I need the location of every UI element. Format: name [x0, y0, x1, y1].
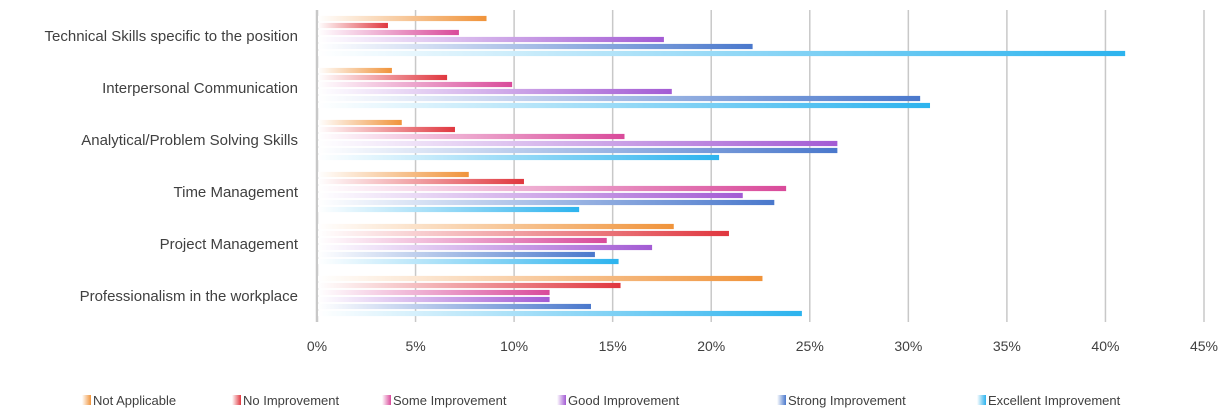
bar — [318, 258, 619, 265]
category-label: Interpersonal Communication — [102, 80, 298, 97]
gridlines — [315, 10, 1205, 322]
bar — [318, 244, 653, 251]
legend: Not Applicable No Improvement Some Improve… — [82, 393, 1121, 408]
legend-swatch — [82, 395, 91, 405]
bar — [318, 303, 591, 310]
bar — [318, 74, 448, 81]
bar — [318, 67, 392, 74]
bar — [318, 36, 664, 43]
x-tick-label: 45% — [1190, 338, 1218, 354]
category-labels: Technical Skills specific to the positio… — [45, 28, 299, 305]
bar — [318, 147, 838, 154]
x-tick-label: 5% — [405, 338, 425, 354]
bar — [318, 275, 763, 282]
bar — [318, 185, 787, 192]
bar — [318, 199, 775, 206]
bar — [318, 178, 524, 185]
bar — [318, 296, 550, 303]
legend-item: Some Improvement — [382, 393, 507, 408]
x-tick-label: 0% — [307, 338, 327, 354]
legend-label: Excellent Improvement — [988, 393, 1121, 408]
legend-label: Strong Improvement — [788, 393, 906, 408]
bar — [318, 289, 550, 296]
legend-item: Not Applicable — [82, 393, 176, 408]
bar — [318, 237, 607, 244]
category-label: Project Management — [160, 236, 299, 253]
legend-swatch — [232, 395, 241, 405]
x-tick-label: 15% — [599, 338, 627, 354]
bar — [318, 22, 388, 29]
bar — [318, 50, 1126, 57]
category-label: Professionalism in the workplace — [80, 288, 298, 305]
x-tick-label: 20% — [697, 338, 725, 354]
bar — [318, 223, 674, 230]
bar — [318, 126, 455, 133]
bar — [318, 15, 487, 22]
category-label: Analytical/Problem Solving Skills — [81, 132, 298, 149]
legend-label: No Improvement — [243, 393, 339, 408]
bar — [318, 154, 720, 161]
x-tick-label: 30% — [894, 338, 922, 354]
category-label: Time Management — [174, 184, 299, 201]
legend-item: No Improvement — [232, 393, 339, 408]
bar — [318, 230, 729, 237]
bar — [318, 119, 402, 126]
legend-item: Good Improvement — [557, 393, 680, 408]
bar — [318, 140, 838, 147]
bar — [318, 251, 595, 258]
x-tick-label: 25% — [796, 338, 824, 354]
x-tick-label: 10% — [500, 338, 528, 354]
x-tick-label: 40% — [1091, 338, 1119, 354]
bar — [318, 192, 743, 199]
x-tick-label: 35% — [993, 338, 1021, 354]
legend-label: Not Applicable — [93, 393, 176, 408]
legend-swatch — [777, 395, 786, 405]
legend-swatch — [557, 395, 566, 405]
legend-label: Some Improvement — [393, 393, 507, 408]
bars — [318, 15, 1126, 317]
bar — [318, 171, 469, 178]
legend-swatch — [382, 395, 391, 405]
bar — [318, 88, 672, 95]
x-tick-labels: 0% 5% 10% 15% 20% 25% 30% 35% 40% 45% — [307, 338, 1218, 354]
bar — [318, 206, 580, 213]
legend-swatch — [977, 395, 986, 405]
bar — [318, 133, 625, 140]
bar — [318, 43, 753, 50]
category-label: Technical Skills specific to the positio… — [45, 28, 298, 45]
bar — [318, 29, 459, 36]
bar — [318, 81, 513, 88]
bar — [318, 310, 802, 317]
bar — [318, 102, 931, 109]
legend-item: Excellent Improvement — [977, 393, 1121, 408]
legend-item: Strong Improvement — [777, 393, 906, 408]
bar — [318, 95, 921, 102]
bar — [318, 282, 621, 289]
legend-label: Good Improvement — [568, 393, 680, 408]
